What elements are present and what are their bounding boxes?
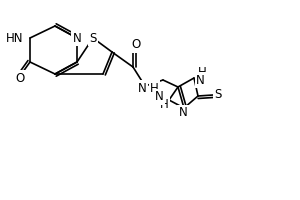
Text: H: H — [160, 98, 168, 112]
Text: O: O — [15, 72, 25, 84]
Text: N: N — [155, 90, 164, 104]
Text: H: H — [150, 82, 159, 95]
Text: HN: HN — [5, 31, 23, 45]
Text: S: S — [214, 88, 222, 102]
Text: N: N — [138, 82, 146, 95]
Text: N: N — [178, 106, 188, 119]
Text: O: O — [131, 38, 141, 51]
Text: N: N — [73, 31, 81, 45]
Text: H: H — [198, 66, 207, 79]
Text: S: S — [89, 31, 97, 45]
Text: N: N — [196, 73, 205, 86]
